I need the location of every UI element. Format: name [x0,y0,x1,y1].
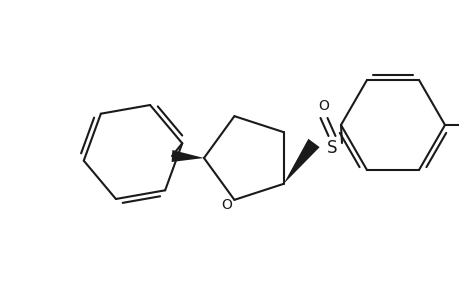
Polygon shape [283,139,319,184]
Text: O: O [220,198,231,212]
Polygon shape [171,150,203,162]
Text: S: S [326,139,336,157]
Text: O: O [318,99,329,113]
